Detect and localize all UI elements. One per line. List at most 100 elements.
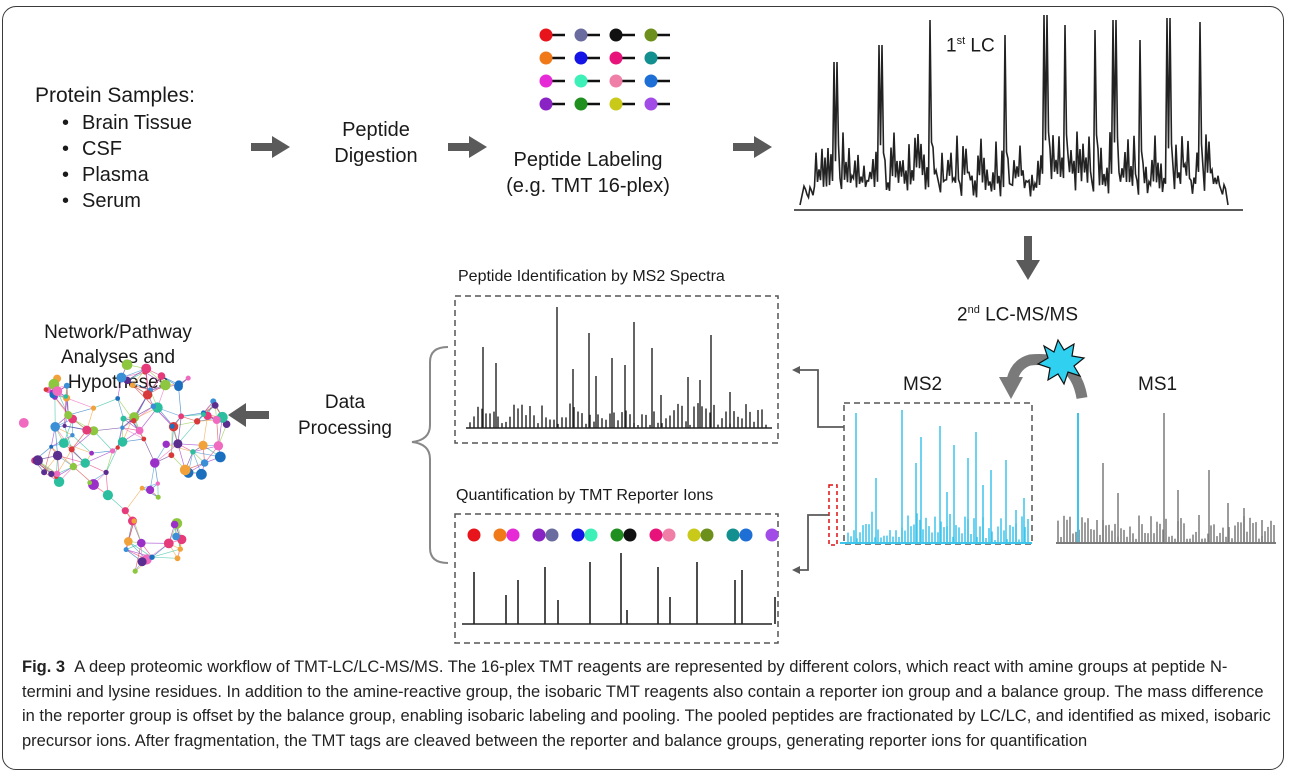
network-node: [52, 386, 63, 397]
network-node: [135, 426, 144, 435]
tmt-tag-dot: [539, 28, 553, 42]
network-node: [213, 441, 224, 451]
network-edge: [93, 427, 123, 432]
network-node: [169, 423, 175, 429]
caption-label: Fig. 3: [22, 658, 66, 676]
second-lc-title: 2nd LC-MS/MS: [957, 304, 1078, 326]
workflow-graphics: [18, 14, 1276, 644]
network-node: [149, 554, 155, 560]
reporter-ion-dot: [506, 528, 520, 542]
network-node: [172, 532, 180, 541]
network-edge: [105, 450, 113, 473]
flow-arrow-labeling-to-lc: [733, 136, 772, 158]
network-node: [32, 455, 43, 466]
network-edge: [177, 421, 198, 445]
ms2-label: MS2: [903, 374, 943, 395]
network-node: [160, 379, 171, 391]
network-node: [150, 458, 160, 468]
network-node: [141, 436, 147, 442]
network-edge: [151, 556, 178, 559]
network-node: [162, 440, 170, 448]
second-lc-sup: nd: [967, 304, 980, 316]
ms2-identification-panel: [454, 295, 779, 444]
reporter-ion-dot: [493, 528, 507, 542]
flow-arrow-digestion-to-labeling: [448, 136, 487, 158]
reporter-ion-dot: [610, 528, 624, 542]
network-node: [212, 416, 221, 424]
network-edge: [57, 455, 86, 464]
network-node: [89, 426, 99, 436]
tmt-tag-dot: [574, 51, 588, 65]
network-node: [69, 462, 78, 471]
network-node: [121, 359, 133, 371]
network-edge: [64, 425, 73, 450]
network-edge: [132, 385, 154, 407]
ms1-label: MS1: [1138, 374, 1178, 395]
reporter-ion-dot: [739, 528, 753, 542]
tmt-tag-dot: [574, 28, 588, 42]
network-node: [63, 382, 70, 389]
tmt-tag-dot: [574, 74, 588, 88]
network-node: [141, 363, 152, 374]
data-processing-line-1: Data: [324, 392, 366, 413]
data-processing-label: Data Processing: [290, 390, 400, 442]
reporter-ion-panel: [454, 513, 779, 644]
network-edge: [68, 407, 94, 416]
network-edge: [127, 380, 151, 391]
sample-item-csf: CSF: [62, 136, 192, 162]
ms2-spectrum-panel: [828, 402, 1033, 546]
reporter-ion-dot: [765, 528, 779, 542]
network-node: [53, 470, 61, 477]
second-lc-number: 2: [957, 304, 968, 326]
network-node: [194, 418, 201, 425]
network-node: [196, 468, 207, 480]
connector-to-reporter-panel: [792, 514, 829, 574]
network-node: [155, 481, 160, 486]
network-node: [18, 418, 29, 428]
labeling-line-2: (e.g. TMT 16-plex): [506, 175, 670, 197]
reporter-ion-dot: [571, 528, 585, 542]
tmt-tag-dot: [644, 28, 658, 42]
network-node: [150, 403, 157, 410]
network-edge: [66, 397, 94, 409]
network-node: [146, 485, 155, 495]
network-node: [117, 437, 128, 447]
tmt-tag-dot: [644, 97, 658, 111]
tmt-tag-dot: [574, 97, 588, 111]
network-node: [115, 445, 120, 450]
network-edge: [178, 386, 182, 417]
network-node: [115, 396, 121, 401]
network-edge: [54, 426, 58, 456]
network-edge: [71, 430, 94, 450]
network-node: [173, 439, 183, 449]
network-analysis-label: Network/Pathway Analyses and Hypotheses: [18, 320, 218, 395]
network-node: [80, 458, 90, 468]
network-node: [58, 438, 69, 448]
network-node: [103, 469, 109, 475]
brain-network-icon: [18, 359, 231, 574]
network-line-2: Analyses and: [60, 347, 176, 368]
network-node: [200, 459, 209, 467]
identification-spectrum: [469, 307, 767, 428]
caption-text: A deep proteomic workflow of TMT-LC/LC-M…: [22, 658, 1271, 750]
network-node: [132, 568, 138, 574]
network-node: [155, 494, 161, 500]
network-node: [70, 433, 75, 438]
peptide-digestion-label: Peptide Digestion: [334, 119, 418, 167]
reporter-ion-dot: [726, 528, 740, 542]
network-edge: [105, 447, 119, 473]
network-node: [41, 469, 48, 476]
network-node: [123, 547, 129, 553]
tmt-tag-dot: [539, 74, 553, 88]
network-node: [157, 372, 166, 380]
network-node: [62, 423, 67, 428]
network-edge: [166, 443, 193, 453]
network-node: [53, 476, 65, 487]
network-edge: [154, 443, 179, 464]
network-node: [137, 538, 146, 548]
peptide-identification-title: Peptide Identification by MS2 Spectra: [458, 268, 725, 285]
network-node: [177, 546, 183, 552]
chromatogram-trace: [799, 14, 1229, 206]
network-node: [52, 450, 63, 461]
first-lc-title: 1st LC: [946, 35, 995, 57]
